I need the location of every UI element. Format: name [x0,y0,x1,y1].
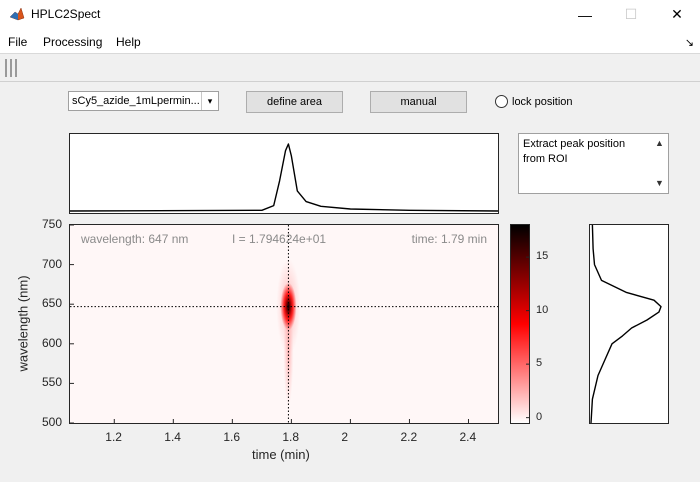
colorbar-gradient [511,225,529,423]
heatmap-plot [70,224,498,424]
intensity-readout: I = 1.794624e+01 [232,232,327,246]
dock-arrow-icon[interactable]: ↘ [684,37,694,49]
time-readout: time: 1.79 min [411,232,487,246]
colorbar-tick-label: 0 [536,410,543,423]
menu-help[interactable]: Help [116,35,141,49]
menu-processing[interactable]: Processing [43,35,103,49]
menu-file[interactable]: File [8,35,28,49]
toolbar [0,55,700,82]
spectrum-plot [590,224,662,424]
x-tick-label: 1.6 [223,430,241,444]
y-tick-label: 750 [42,217,63,231]
x-tick-label: 2.2 [400,430,418,444]
x-tick-label: 2.4 [459,430,477,444]
scroll-down-icon[interactable]: ▼ [655,178,664,188]
colorbar-tick-label: 15 [536,250,549,263]
dataset-select[interactable]: sCy5_azide_1mLpermin... ▾ [68,91,219,111]
colorbar[interactable] [510,224,530,424]
maximize-icon: ☐ [624,6,638,22]
y-axis-label: wavelength (nm) [15,275,31,372]
dataset-select-value: sCy5_azide_1mLpermin... [72,95,200,107]
matlab-app-icon [9,7,25,21]
window-title: HPLC2Spect [31,7,101,21]
wavelength-readout: wavelength: 647 nm [81,232,189,246]
info-textbox[interactable]: Extract peak position from ROI ▲ ▼ [518,133,669,194]
x-tick-label: 1.2 [105,430,122,444]
spectrum-axes[interactable] [589,224,669,424]
title-bar: HPLC2Spect — ☐ ✕ [0,0,700,29]
minimize-icon: — [578,6,592,23]
manual-button[interactable]: manual [370,91,467,113]
x-tick-label: 1.4 [164,430,181,444]
chromatogram-plot [69,143,499,212]
minimize-button[interactable]: — [562,0,608,29]
lock-position-label: lock position [512,96,573,108]
y-tick-label: 600 [42,335,63,350]
info-scrollbar[interactable]: ▲ ▼ [652,134,668,193]
chevron-down-icon[interactable]: ▾ [201,92,218,110]
chromatogram-line [69,143,499,212]
toolbar-grip-icon[interactable] [10,59,12,77]
menu-bar: File Processing Help ↘ [0,29,700,54]
heatmap-axes[interactable]: wavelength: 647 nm I = 1.794624e+01 time… [69,224,499,424]
info-text: Extract peak position from ROI [523,138,626,165]
close-button[interactable]: ✕ [654,0,700,29]
x-tick-label: 2 [341,430,349,444]
toolbar-grip-icon[interactable] [15,59,17,77]
chromatogram-axes[interactable] [69,133,499,214]
x-axis-label: time (min) [252,447,310,462]
x-tick-label: 1.8 [282,430,300,444]
y-tick-label: 700 [42,256,63,271]
y-tick-label: 550 [42,375,63,390]
y-tick-label: 500 [42,415,63,429]
close-icon: ✕ [671,6,683,22]
colorbar-tick-label: 10 [536,303,549,316]
toolbar-grip-icon[interactable] [5,59,7,77]
spectrum-line [590,224,662,424]
scroll-up-icon[interactable]: ▲ [655,138,664,148]
define-area-button[interactable]: define area [246,91,343,113]
lock-position-radio[interactable] [495,95,508,108]
y-tick-label: 650 [42,296,63,311]
maximize-button[interactable]: ☐ [608,0,654,29]
colorbar-fill [511,225,529,423]
colorbar-tick-label: 5 [536,357,543,370]
